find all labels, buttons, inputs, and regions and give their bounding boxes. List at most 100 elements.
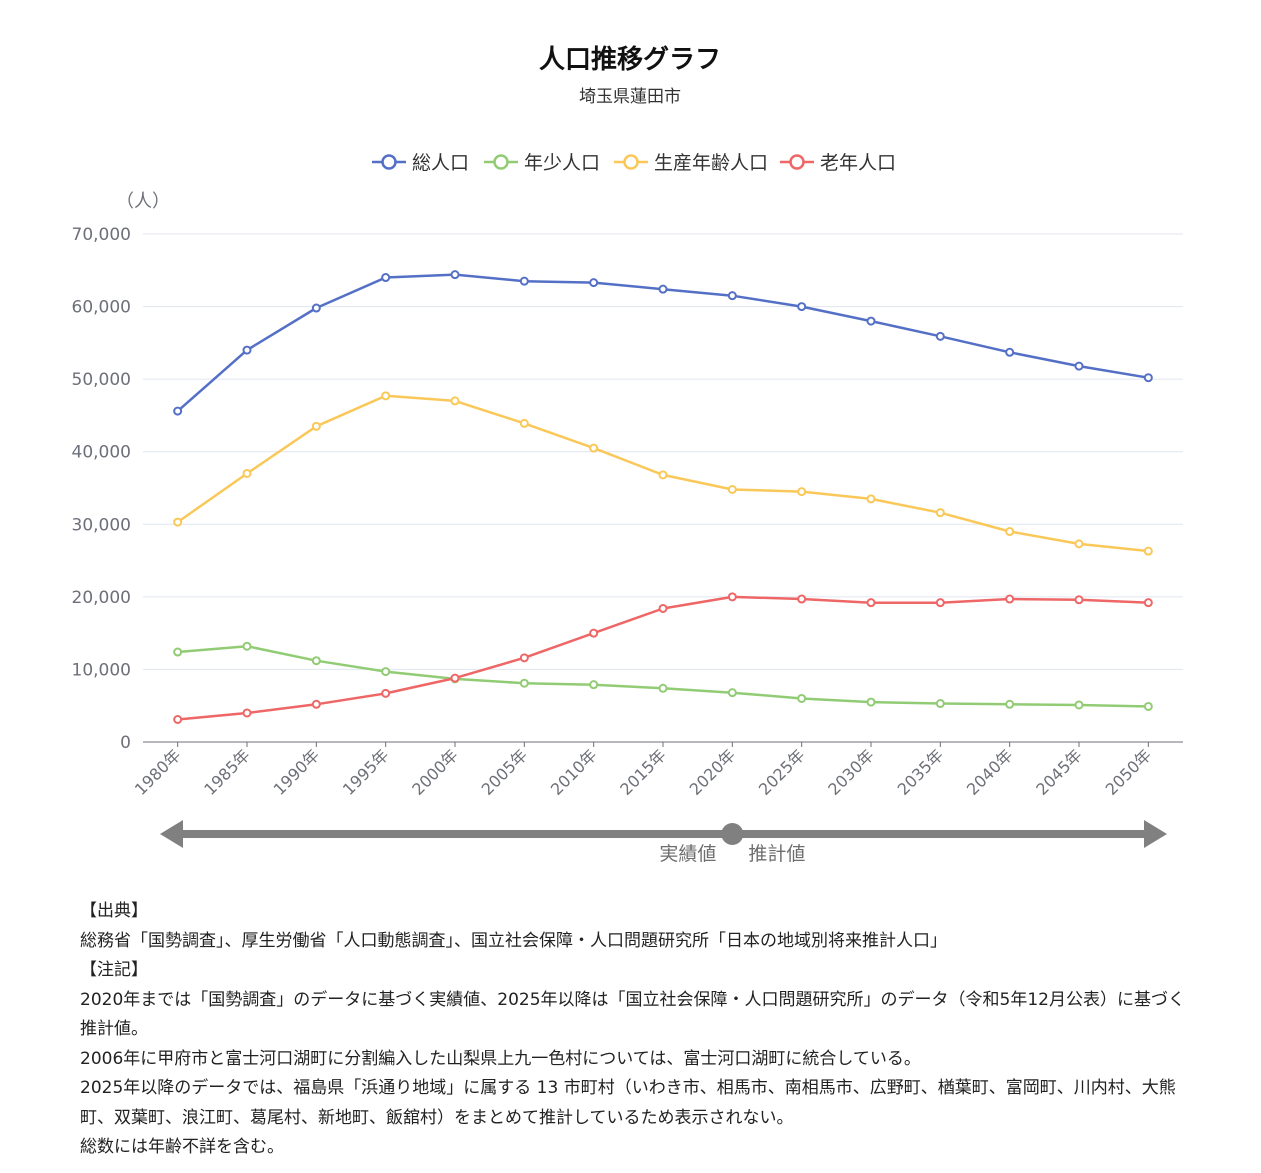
legend[interactable]: 総人口 年少人口 生産年齢人口 老年人口 <box>372 152 896 174</box>
series-line <box>177 595 1149 721</box>
chart-subtitle: 埼玉県蓮田市 <box>579 87 681 107</box>
data-point[interactable] <box>797 693 807 703</box>
data-point[interactable] <box>173 715 183 725</box>
data-point[interactable] <box>866 316 876 326</box>
data-point[interactable] <box>589 278 599 288</box>
data-point[interactable] <box>935 699 945 709</box>
series-group <box>173 270 1153 725</box>
data-point[interactable] <box>519 653 529 663</box>
x-tick-label: 2015年 <box>616 745 670 799</box>
x-tick-label: 2045年 <box>1032 745 1086 799</box>
data-point[interactable] <box>381 667 391 677</box>
legend-item[interactable]: 老年人口 <box>780 152 896 174</box>
legend-marker <box>493 154 509 170</box>
data-point[interactable] <box>1005 699 1015 709</box>
x-tick-label: 2000年 <box>408 745 462 799</box>
data-point[interactable] <box>727 484 737 494</box>
data-point[interactable] <box>866 598 876 608</box>
source-heading: 【出典】 <box>80 901 148 921</box>
x-tick-label: 1990年 <box>270 745 324 799</box>
data-point[interactable] <box>242 641 252 651</box>
data-point[interactable] <box>519 678 529 688</box>
data-point[interactable] <box>242 708 252 718</box>
actual-values-label: 実績値 <box>659 843 716 865</box>
data-point[interactable] <box>1005 594 1015 604</box>
data-point[interactable] <box>1074 595 1084 605</box>
data-point[interactable] <box>658 470 668 480</box>
data-point[interactable] <box>173 406 183 416</box>
data-point[interactable] <box>173 647 183 657</box>
x-axis: 1980年 1985年 1990年 1995年 2000年 2005年 2010年 2015年… <box>131 741 1183 799</box>
x-tick-label: 1980年 <box>131 745 185 799</box>
data-point[interactable] <box>1143 373 1153 383</box>
y-tick-label: 10,000 <box>72 660 131 680</box>
data-point[interactable] <box>242 345 252 355</box>
data-point[interactable] <box>797 487 807 497</box>
series-0 <box>173 270 1153 416</box>
data-point[interactable] <box>866 494 876 504</box>
data-point[interactable] <box>381 391 391 401</box>
data-point[interactable] <box>519 276 529 286</box>
legend-label: 年少人口 <box>524 152 600 174</box>
data-point[interactable] <box>866 697 876 707</box>
notes-heading: 【注記】 <box>80 960 148 980</box>
legend-item[interactable]: 総人口 <box>372 152 469 174</box>
legend-item[interactable]: 生産年齢人口 <box>614 152 768 174</box>
y-tick-label: 20,000 <box>72 588 131 608</box>
x-tick-label: 2025年 <box>755 745 809 799</box>
data-point[interactable] <box>658 603 668 613</box>
x-tick-label: 2050年 <box>1102 745 1156 799</box>
y-tick-label: 30,000 <box>72 515 131 535</box>
data-point[interactable] <box>450 673 460 683</box>
data-point[interactable] <box>589 628 599 638</box>
data-point[interactable] <box>311 303 321 313</box>
data-point[interactable] <box>242 468 252 478</box>
data-point[interactable] <box>519 418 529 428</box>
y-tick-label: 50,000 <box>72 370 131 390</box>
notes-section: 【出典】 総務省「国勢調査」、厚生労働省「人口動態調査」、国立社会保障・人口問題… <box>80 897 1200 1163</box>
data-point[interactable] <box>935 598 945 608</box>
data-point[interactable] <box>311 421 321 431</box>
data-point[interactable] <box>589 443 599 453</box>
legend-label: 生産年齢人口 <box>654 152 768 174</box>
data-point[interactable] <box>381 688 391 698</box>
arrow-left-icon <box>160 820 183 848</box>
y-axis: 0 10,000 20,000 30,000 40,000 50,000 60,000 70,… <box>72 225 131 753</box>
data-point[interactable] <box>311 656 321 666</box>
data-point[interactable] <box>1074 539 1084 549</box>
data-point[interactable] <box>1005 527 1015 537</box>
data-point[interactable] <box>1143 598 1153 608</box>
legend-label: 老年人口 <box>820 152 896 174</box>
note-line: 2025年以降のデータでは、福島県「浜通り地域」に属する 13 市町村（いわき市… <box>80 1078 1176 1128</box>
data-point[interactable] <box>311 699 321 709</box>
data-point[interactable] <box>658 284 668 294</box>
data-point[interactable] <box>1074 361 1084 371</box>
data-point[interactable] <box>589 680 599 690</box>
x-tick-label: 2040年 <box>963 745 1017 799</box>
data-point[interactable] <box>1074 700 1084 710</box>
source-text: 総務省「国勢調査」、厚生労働省「人口動態調査」、国立社会保障・人口問題研究所「日… <box>80 930 947 951</box>
data-point[interactable] <box>727 291 737 301</box>
data-point[interactable] <box>173 517 183 527</box>
data-point[interactable] <box>797 594 807 604</box>
data-point[interactable] <box>727 688 737 698</box>
estimate-values-label: 推計値 <box>748 843 805 865</box>
data-point[interactable] <box>1143 701 1153 711</box>
data-point[interactable] <box>1005 347 1015 357</box>
y-tick-label: 70,000 <box>72 225 131 245</box>
legend-marker <box>623 154 639 170</box>
series-2 <box>173 391 1153 556</box>
data-point[interactable] <box>797 302 807 312</box>
x-tick-label: 2030年 <box>824 745 878 799</box>
data-point[interactable] <box>381 273 391 283</box>
data-point[interactable] <box>727 592 737 602</box>
y-tick-label: 40,000 <box>72 443 131 463</box>
data-point[interactable] <box>1143 546 1153 556</box>
data-point[interactable] <box>450 396 460 406</box>
data-point[interactable] <box>935 508 945 518</box>
data-point[interactable] <box>658 683 668 693</box>
data-point[interactable] <box>450 270 460 280</box>
grid-lines <box>143 233 1183 670</box>
legend-item[interactable]: 年少人口 <box>484 152 600 174</box>
data-point[interactable] <box>935 331 945 341</box>
